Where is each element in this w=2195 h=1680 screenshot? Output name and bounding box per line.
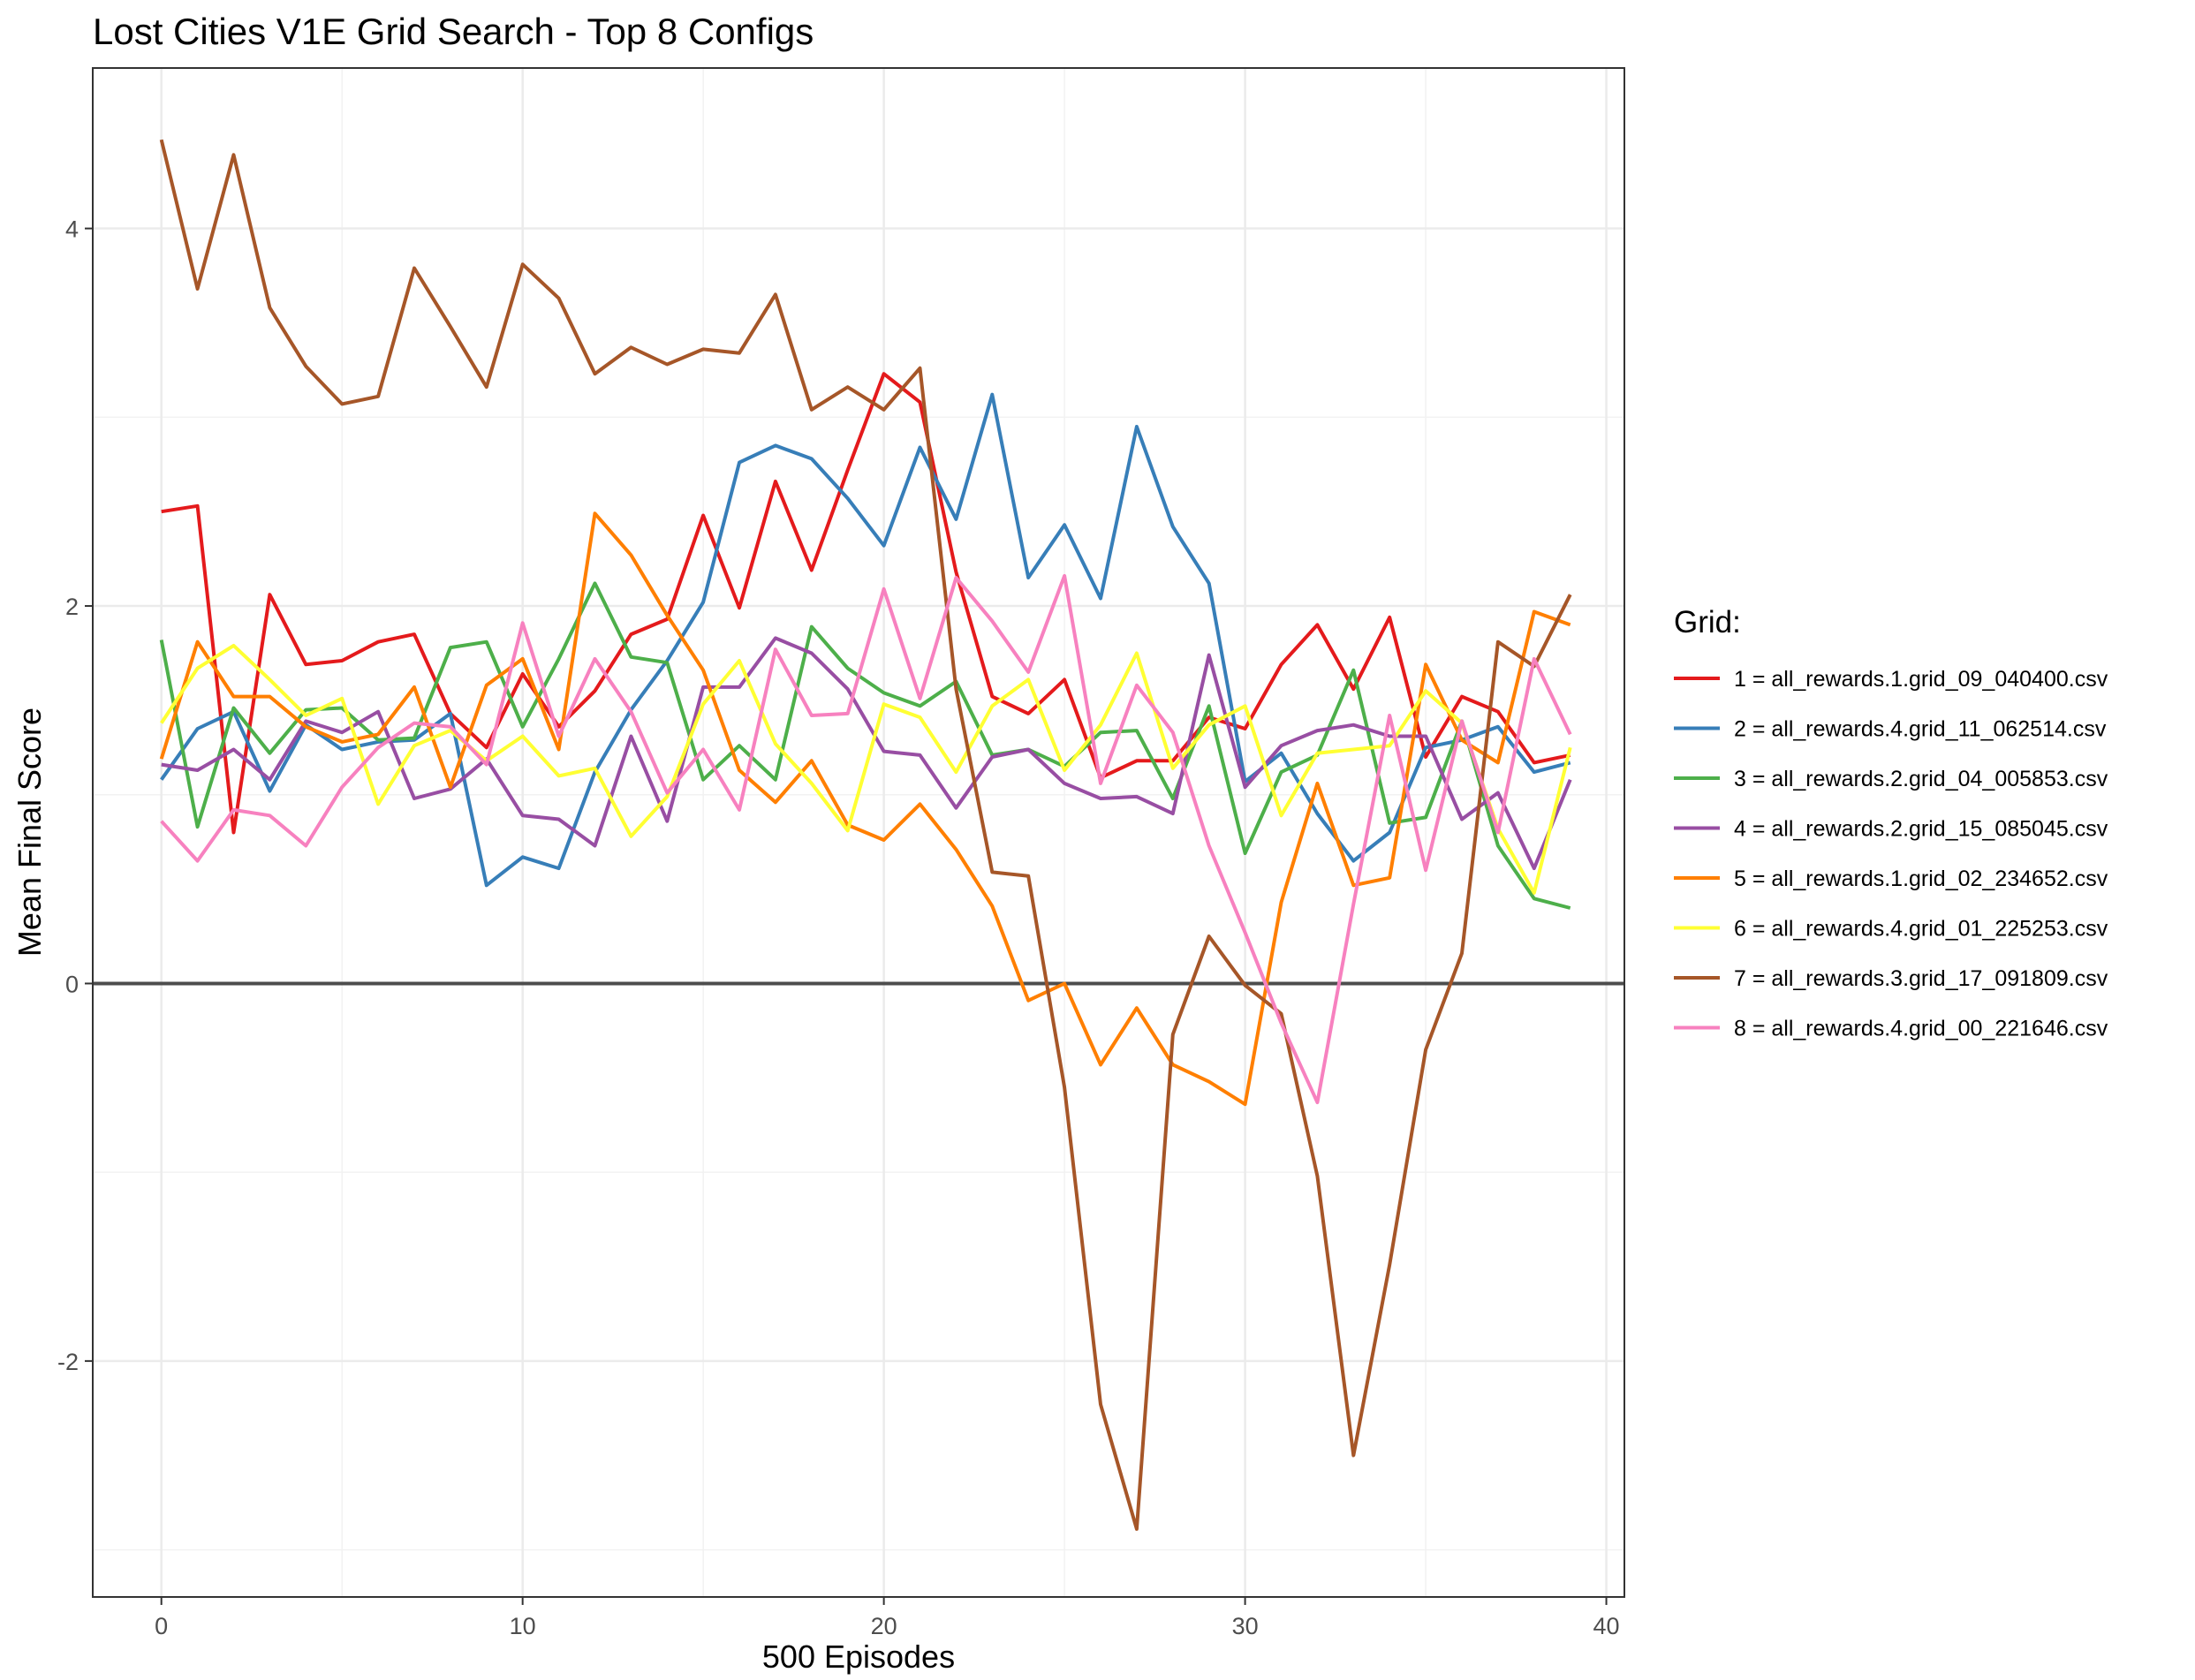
series-lines	[159, 139, 1572, 1532]
series-line-8	[160, 573, 1572, 1105]
y-tick-label: -2	[57, 1349, 79, 1375]
legend-title: Grid:	[1674, 605, 1741, 639]
series-line-4	[161, 636, 1572, 871]
y-axis: -2 0 2 4	[57, 216, 93, 1375]
legend-label-4: 4 = all_rewards.2.grid_15_085045.csv	[1734, 817, 2108, 842]
legend: Grid: 1 = all_rewards.1.grid_09_040400.c…	[1674, 605, 2108, 1041]
chart-title: Lost Cities V1E Grid Search - Top 8 Conf…	[93, 11, 814, 52]
x-axis: 0 10 20 30 40	[155, 1597, 1620, 1639]
legend-label-8: 8 = all_rewards.4.grid_00_221646.csv	[1734, 1017, 2108, 1041]
x-tick-label: 10	[510, 1613, 536, 1639]
legend-label-2: 2 = all_rewards.4.grid_11_062514.csv	[1734, 717, 2107, 742]
x-axis-title: 500 Episodes	[762, 1638, 955, 1675]
y-tick-label: 4	[65, 216, 79, 243]
series-line-5	[159, 511, 1571, 1107]
legend-label-5: 5 = all_rewards.1.grid_02_234652.csv	[1734, 866, 2108, 891]
y-tick-label: 2	[65, 594, 79, 620]
plot-border	[92, 67, 1625, 1598]
x-tick-label: 30	[1232, 1613, 1259, 1639]
y-axis-title: Mean Final Score	[11, 708, 48, 957]
legend-label-7: 7 = all_rewards.3.grid_17_091809.csv	[1734, 966, 2108, 991]
x-tick-label: 0	[155, 1613, 168, 1639]
series-line-6	[160, 643, 1572, 895]
x-tick-label: 20	[871, 1613, 897, 1639]
x-tick-label: 40	[1593, 1613, 1620, 1639]
plot-background	[93, 68, 1624, 1597]
series-line-3	[159, 581, 1571, 910]
legend-label-6: 6 = all_rewards.4.grid_01_225253.csv	[1734, 917, 2108, 942]
legend-label-1: 1 = all_rewards.1.grid_09_040400.csv	[1734, 667, 2108, 692]
y-tick-label: 0	[65, 971, 79, 997]
series-line-1	[161, 372, 1571, 835]
legend-label-3: 3 = all_rewards.2.grid_04_005853.csv	[1734, 767, 2108, 791]
series-line-7	[159, 139, 1572, 1532]
